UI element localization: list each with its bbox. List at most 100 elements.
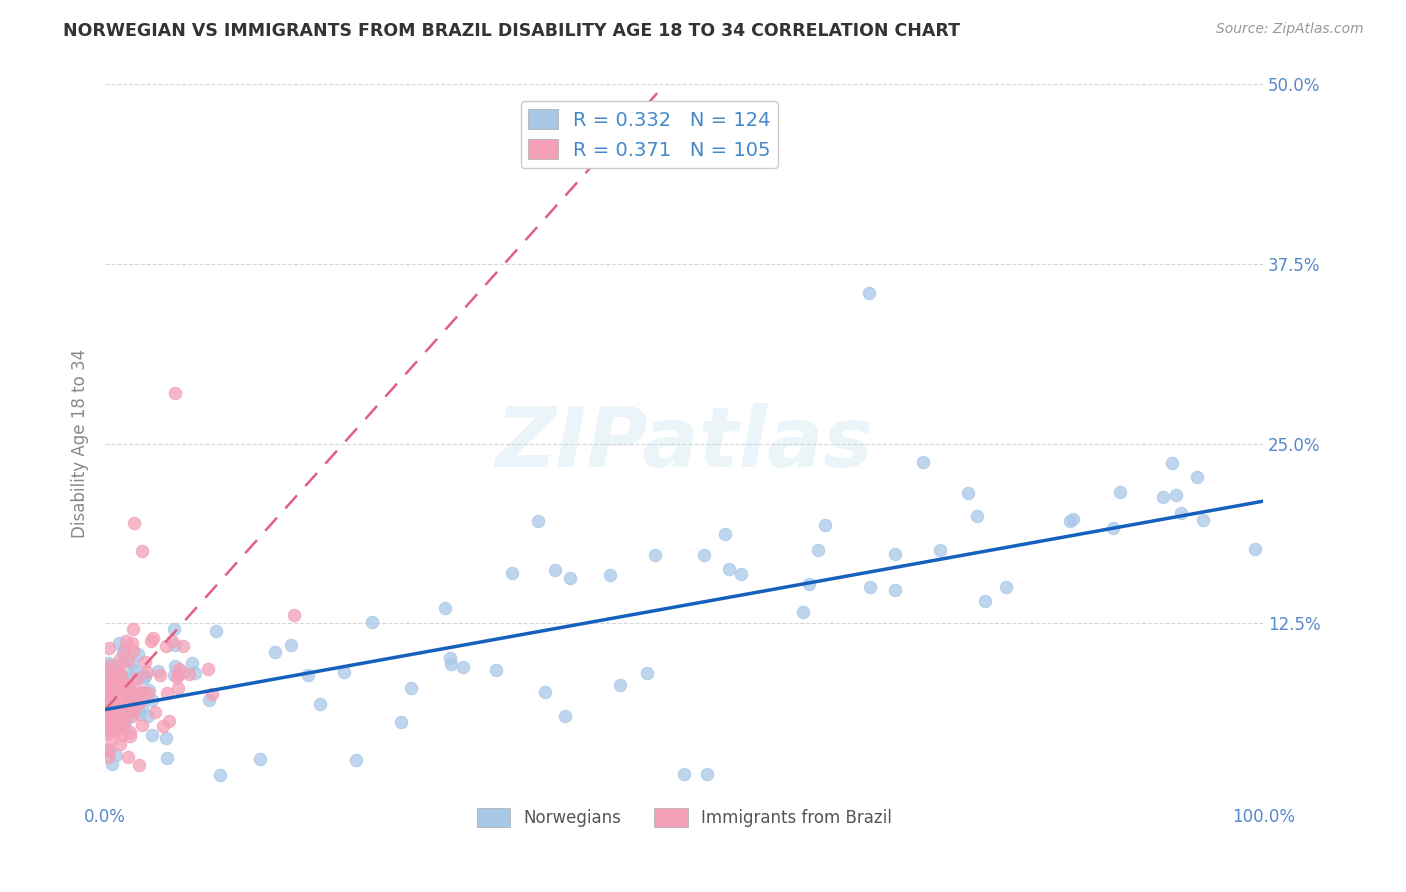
Point <box>107 673 129 688</box>
Point <box>599 567 621 582</box>
Point <box>96 664 118 678</box>
Point <box>134 671 156 685</box>
Point <box>96 689 118 703</box>
Point <box>122 706 145 720</box>
Point <box>167 681 190 695</box>
Y-axis label: Disability Age 18 to 34: Disability Age 18 to 34 <box>72 349 89 538</box>
Point <box>973 594 995 608</box>
Text: Source: ZipAtlas.com: Source: ZipAtlas.com <box>1216 22 1364 37</box>
Point <box>115 672 138 686</box>
Point <box>96 690 118 704</box>
Point <box>100 681 122 695</box>
Point <box>97 709 120 723</box>
Point <box>104 708 127 723</box>
Point <box>100 723 122 737</box>
Point <box>501 566 523 581</box>
Point <box>111 645 134 659</box>
Point <box>96 703 118 717</box>
Point <box>128 686 150 700</box>
Point <box>112 703 135 717</box>
Point <box>134 655 156 669</box>
Point <box>124 703 146 717</box>
Point <box>101 756 124 771</box>
Point <box>104 676 127 690</box>
Point <box>117 684 139 698</box>
Point <box>200 686 222 700</box>
Point <box>115 704 138 718</box>
Point <box>152 719 174 733</box>
Point <box>966 508 988 523</box>
Point <box>297 668 319 682</box>
Point <box>101 673 124 687</box>
Point <box>110 693 132 707</box>
Point <box>98 677 121 691</box>
Point <box>1192 513 1215 527</box>
Point <box>96 727 118 741</box>
Point <box>797 577 820 591</box>
Point <box>115 634 138 648</box>
Point <box>184 665 207 680</box>
Point <box>114 680 136 694</box>
Point <box>179 666 201 681</box>
Point <box>280 638 302 652</box>
Point <box>107 682 129 697</box>
Point <box>485 663 508 677</box>
Point <box>101 658 124 673</box>
Point <box>125 671 148 685</box>
Point <box>156 751 179 765</box>
Point <box>644 549 666 563</box>
Point <box>122 622 145 636</box>
Point <box>1059 514 1081 528</box>
Point <box>131 544 153 558</box>
Text: NORWEGIAN VS IMMIGRANTS FROM BRAZIL DISABILITY AGE 18 TO 34 CORRELATION CHART: NORWEGIAN VS IMMIGRANTS FROM BRAZIL DISA… <box>63 22 960 40</box>
Point <box>111 704 134 718</box>
Point <box>122 643 145 657</box>
Point <box>105 694 128 708</box>
Point <box>98 690 121 705</box>
Point <box>544 563 567 577</box>
Point <box>439 651 461 665</box>
Point <box>163 638 186 652</box>
Point <box>166 670 188 684</box>
Point <box>111 695 134 709</box>
Point <box>107 665 129 680</box>
Point <box>995 581 1018 595</box>
Point <box>115 698 138 712</box>
Point <box>181 657 204 671</box>
Point <box>163 659 186 673</box>
Point <box>1062 511 1084 525</box>
Point <box>125 665 148 679</box>
Point <box>104 724 127 739</box>
Point <box>107 719 129 733</box>
Point <box>114 714 136 729</box>
Point <box>131 693 153 707</box>
Point <box>172 640 194 654</box>
Point <box>554 708 576 723</box>
Point <box>115 677 138 691</box>
Point <box>155 640 177 654</box>
Point <box>118 681 141 696</box>
Point <box>111 728 134 742</box>
Point <box>105 747 128 762</box>
Point <box>108 737 131 751</box>
Point <box>283 607 305 622</box>
Point <box>1109 484 1132 499</box>
Point <box>160 634 183 648</box>
Legend: Norwegians, Immigrants from Brazil: Norwegians, Immigrants from Brazil <box>470 802 898 834</box>
Point <box>115 703 138 717</box>
Point <box>807 543 830 558</box>
Point <box>696 767 718 781</box>
Point <box>104 698 127 712</box>
Point <box>884 547 907 561</box>
Point <box>166 666 188 681</box>
Point <box>527 514 550 528</box>
Point <box>110 712 132 726</box>
Point <box>163 668 186 682</box>
Point <box>146 664 169 678</box>
Point <box>124 699 146 714</box>
Point <box>97 750 120 764</box>
Point <box>157 714 180 728</box>
Point <box>264 645 287 659</box>
Point <box>97 668 120 682</box>
Point <box>114 698 136 712</box>
